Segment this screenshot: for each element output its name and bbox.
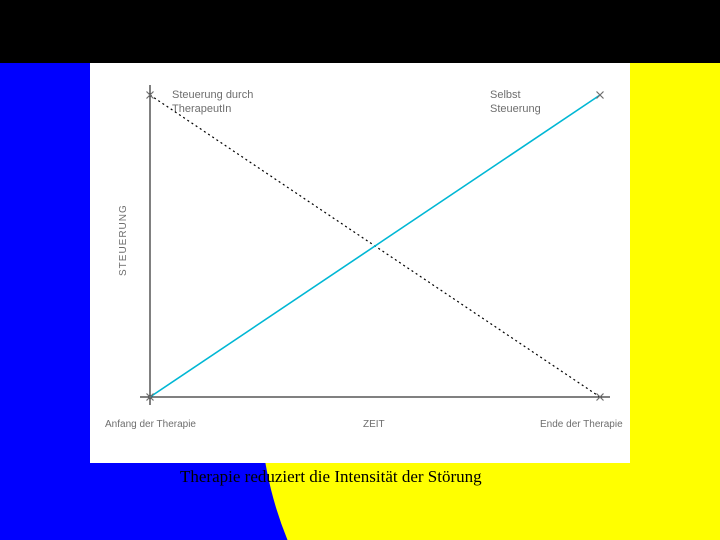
chart-svg: [90, 63, 630, 463]
marker-selbst-1: [597, 92, 604, 99]
slide-caption: Therapie reduziert die Intensität der St…: [180, 467, 482, 487]
slide: STEUERUNG Steuerung durchTherapeutIn Sel…: [0, 0, 720, 540]
chart-panel: STEUERUNG Steuerung durchTherapeutIn Sel…: [90, 63, 630, 463]
